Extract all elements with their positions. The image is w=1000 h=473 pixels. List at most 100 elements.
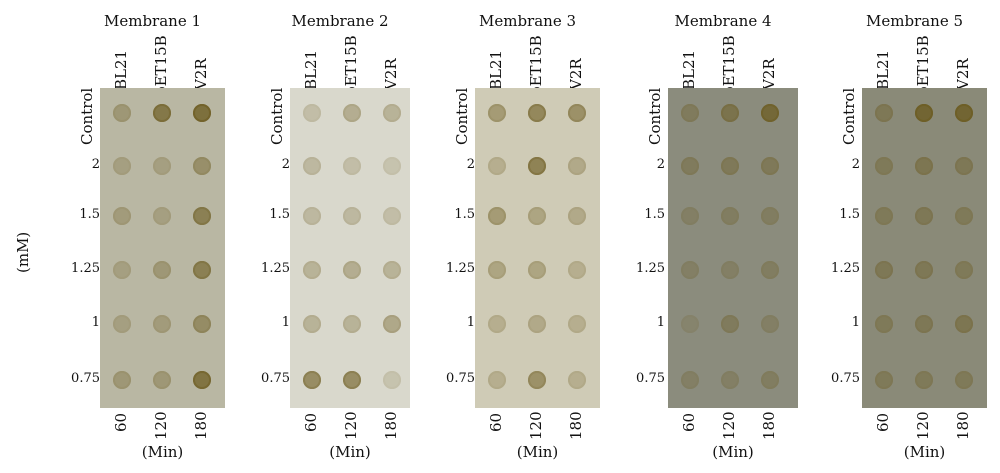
x-axis-label: (Min) xyxy=(329,443,371,461)
dot-spot xyxy=(528,104,546,122)
y-axis-label: (mM) xyxy=(14,231,32,273)
dot-spot xyxy=(721,207,739,225)
dot-spot xyxy=(153,261,171,279)
dot-spot xyxy=(761,371,779,389)
membrane-strip xyxy=(100,88,225,408)
dot-spot xyxy=(193,104,211,122)
dot-spot xyxy=(568,315,586,333)
dot-spot xyxy=(568,371,586,389)
dot-spot xyxy=(343,261,361,279)
dot-spot xyxy=(875,157,893,175)
dot-spot xyxy=(528,207,546,225)
dot-spot xyxy=(955,157,973,175)
dot-spot xyxy=(383,157,401,175)
row-label: 1.25 xyxy=(71,261,100,276)
time-label: 120 xyxy=(914,411,932,440)
dot-spot xyxy=(875,315,893,333)
row-label: 1 xyxy=(466,315,475,330)
dot-spot xyxy=(383,104,401,122)
dot-spot xyxy=(303,104,321,122)
column-label: V2R xyxy=(760,58,778,90)
dot-spot xyxy=(681,371,699,389)
dot-spot xyxy=(488,104,506,122)
time-label: 60 xyxy=(112,412,130,432)
dot-spot xyxy=(721,371,739,389)
dot-spot xyxy=(721,157,739,175)
dot-spot xyxy=(761,157,779,175)
dot-spot xyxy=(153,315,171,333)
dot-spot xyxy=(681,315,699,333)
membrane-title: Membrane 1 xyxy=(103,12,202,30)
dot-spot xyxy=(915,207,933,225)
column-label: V2R xyxy=(192,58,210,90)
dot-spot xyxy=(153,157,171,175)
column-label: pET15B xyxy=(527,35,545,96)
dot-spot xyxy=(488,261,506,279)
dot-spot xyxy=(681,157,699,175)
dot-spot xyxy=(303,261,321,279)
dot-spot xyxy=(303,157,321,175)
x-axis-label: (Min) xyxy=(903,443,946,461)
time-label: 60 xyxy=(874,412,892,432)
dot-spot xyxy=(568,261,586,279)
x-axis-label: (Min) xyxy=(141,443,184,461)
row-label-control: Control xyxy=(840,87,858,145)
dot-spot xyxy=(343,157,361,175)
time-label: 60 xyxy=(302,412,320,432)
dot-spot xyxy=(343,207,361,225)
row-label: 1.25 xyxy=(831,261,860,276)
column-label: V2R xyxy=(567,58,585,90)
membrane-strip xyxy=(668,88,798,408)
dot-spot xyxy=(113,261,131,279)
row-label: 0.75 xyxy=(636,371,665,386)
dot-spot xyxy=(153,371,171,389)
dot-spot xyxy=(488,207,506,225)
dot-spot xyxy=(955,315,973,333)
dot-spot xyxy=(153,104,171,122)
dot-spot xyxy=(915,157,933,175)
dot-spot xyxy=(303,207,321,225)
column-label: pET15B xyxy=(152,35,170,96)
dot-spot xyxy=(193,371,211,389)
time-label: 180 xyxy=(954,411,972,440)
dot-spot xyxy=(193,157,211,175)
row-label: 1.25 xyxy=(261,261,290,276)
row-label: 1 xyxy=(851,315,860,330)
time-label: 60 xyxy=(680,412,698,432)
dot-spot xyxy=(383,315,401,333)
row-label: 1.25 xyxy=(636,261,665,276)
dot-spot xyxy=(153,207,171,225)
dot-spot xyxy=(383,371,401,389)
dot-spot xyxy=(383,261,401,279)
dot-spot xyxy=(193,207,211,225)
dot-spot xyxy=(875,371,893,389)
dot-spot xyxy=(915,261,933,279)
row-label: 1.5 xyxy=(839,207,860,222)
column-label: pET15B xyxy=(914,35,932,96)
row-label: 2 xyxy=(851,157,860,172)
membrane-title: Membrane 3 xyxy=(478,12,577,30)
time-label: 60 xyxy=(487,412,505,432)
time-label: 120 xyxy=(152,411,170,440)
row-label: 1.5 xyxy=(269,207,290,222)
row-label: 2 xyxy=(281,157,290,172)
dot-spot xyxy=(955,261,973,279)
dot-spot xyxy=(303,315,321,333)
dot-spot xyxy=(721,104,739,122)
dot-spot xyxy=(761,315,779,333)
row-label: 1 xyxy=(656,315,665,330)
row-label-control: Control xyxy=(453,87,471,145)
dot-spot xyxy=(955,104,973,122)
dot-spot xyxy=(113,315,131,333)
row-label: 1 xyxy=(281,315,290,330)
dot-spot xyxy=(528,371,546,389)
dot-spot xyxy=(113,207,131,225)
column-label: V2R xyxy=(954,58,972,90)
row-label: 0.75 xyxy=(446,371,475,386)
membrane-title: Membrane 5 xyxy=(865,12,964,30)
row-label-control: Control xyxy=(78,87,96,145)
dot-spot xyxy=(528,157,546,175)
column-label: V2R xyxy=(382,58,400,90)
row-label: 1 xyxy=(91,315,100,330)
dot-spot xyxy=(681,104,699,122)
